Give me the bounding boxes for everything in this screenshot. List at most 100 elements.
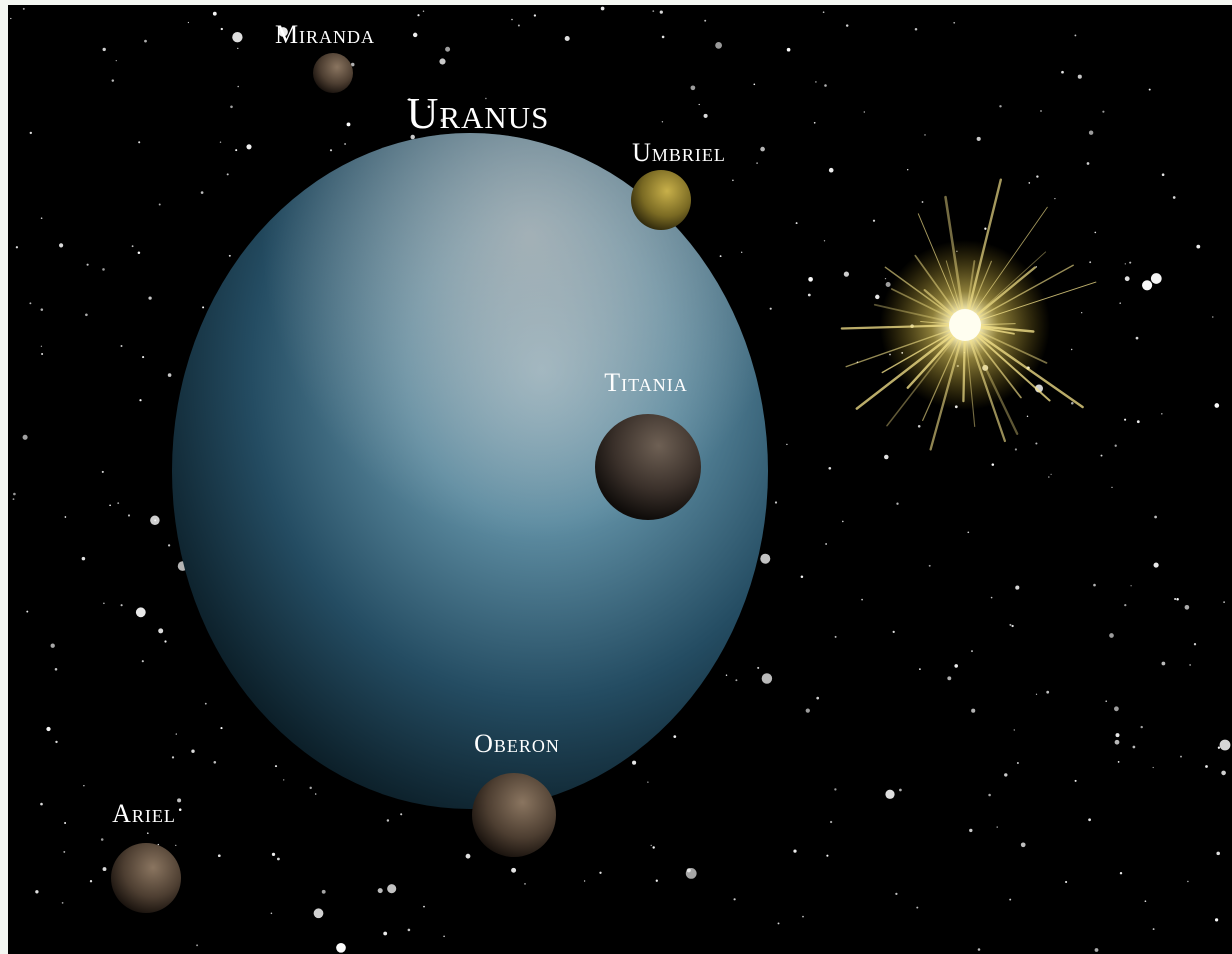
star xyxy=(1153,928,1155,930)
star xyxy=(584,880,585,881)
star xyxy=(969,829,972,832)
star xyxy=(988,794,991,797)
star xyxy=(735,679,737,681)
star xyxy=(534,14,536,16)
star xyxy=(1176,598,1179,601)
star xyxy=(283,779,284,780)
star xyxy=(40,803,43,806)
star xyxy=(109,504,111,506)
star xyxy=(227,173,229,175)
star xyxy=(230,106,233,109)
star xyxy=(1035,442,1037,444)
star xyxy=(51,644,55,648)
star xyxy=(1119,302,1121,304)
star xyxy=(439,58,445,64)
star xyxy=(1125,263,1126,264)
star xyxy=(55,668,58,671)
star xyxy=(336,943,346,953)
star xyxy=(1220,740,1231,751)
star xyxy=(1081,312,1082,313)
star xyxy=(647,781,648,782)
star xyxy=(1162,173,1165,176)
planet-label: Uranus xyxy=(407,89,550,138)
star xyxy=(808,277,813,282)
star xyxy=(147,832,149,834)
star xyxy=(875,295,879,299)
star xyxy=(176,733,177,734)
star xyxy=(1094,232,1096,234)
star xyxy=(1162,662,1166,666)
star xyxy=(175,845,176,846)
star xyxy=(992,463,995,466)
star xyxy=(1015,448,1017,450)
star xyxy=(41,353,43,355)
star xyxy=(715,42,722,49)
star xyxy=(102,268,105,271)
star xyxy=(1071,402,1074,405)
star xyxy=(816,697,819,700)
star xyxy=(796,222,798,224)
star xyxy=(704,114,708,118)
star xyxy=(13,498,15,500)
star xyxy=(1102,111,1104,113)
moon-label: Oberon xyxy=(474,729,560,758)
star xyxy=(826,855,828,857)
star xyxy=(55,741,57,743)
star xyxy=(1017,762,1019,764)
star xyxy=(85,313,88,316)
star xyxy=(408,929,411,932)
star xyxy=(885,278,886,279)
star xyxy=(1221,771,1226,776)
star xyxy=(201,191,204,194)
star xyxy=(954,664,958,668)
star xyxy=(423,906,425,908)
star xyxy=(660,10,663,13)
star xyxy=(991,597,993,599)
star xyxy=(770,308,772,310)
star xyxy=(1093,584,1096,587)
star xyxy=(1087,162,1090,165)
star xyxy=(757,667,759,669)
star xyxy=(1120,872,1122,874)
star xyxy=(121,604,123,606)
star xyxy=(139,399,141,401)
star xyxy=(1124,604,1126,606)
star xyxy=(861,599,863,601)
star xyxy=(314,908,324,918)
star xyxy=(999,105,1001,107)
star xyxy=(760,554,770,564)
star xyxy=(1218,747,1220,749)
star xyxy=(733,898,735,900)
star xyxy=(753,83,755,85)
star xyxy=(873,220,875,222)
star xyxy=(213,12,217,16)
star xyxy=(188,22,189,23)
star xyxy=(918,425,921,428)
star xyxy=(971,650,973,652)
star xyxy=(138,141,140,143)
star xyxy=(830,821,832,823)
star xyxy=(835,636,837,638)
star xyxy=(885,790,894,799)
star xyxy=(828,467,831,470)
star xyxy=(1124,419,1126,421)
star xyxy=(1145,900,1147,902)
star xyxy=(815,81,817,83)
star xyxy=(220,141,221,142)
star xyxy=(786,444,787,445)
star xyxy=(823,11,825,13)
star xyxy=(1125,276,1130,281)
star xyxy=(1040,110,1042,112)
star xyxy=(1137,420,1140,423)
star xyxy=(915,28,918,31)
star xyxy=(103,602,105,604)
star xyxy=(806,708,810,712)
star xyxy=(919,668,921,670)
star xyxy=(1212,316,1213,317)
star xyxy=(808,294,811,297)
star xyxy=(1095,948,1099,952)
star xyxy=(46,727,50,731)
miranda-moon xyxy=(313,53,353,93)
star xyxy=(315,793,317,795)
star xyxy=(144,40,147,43)
